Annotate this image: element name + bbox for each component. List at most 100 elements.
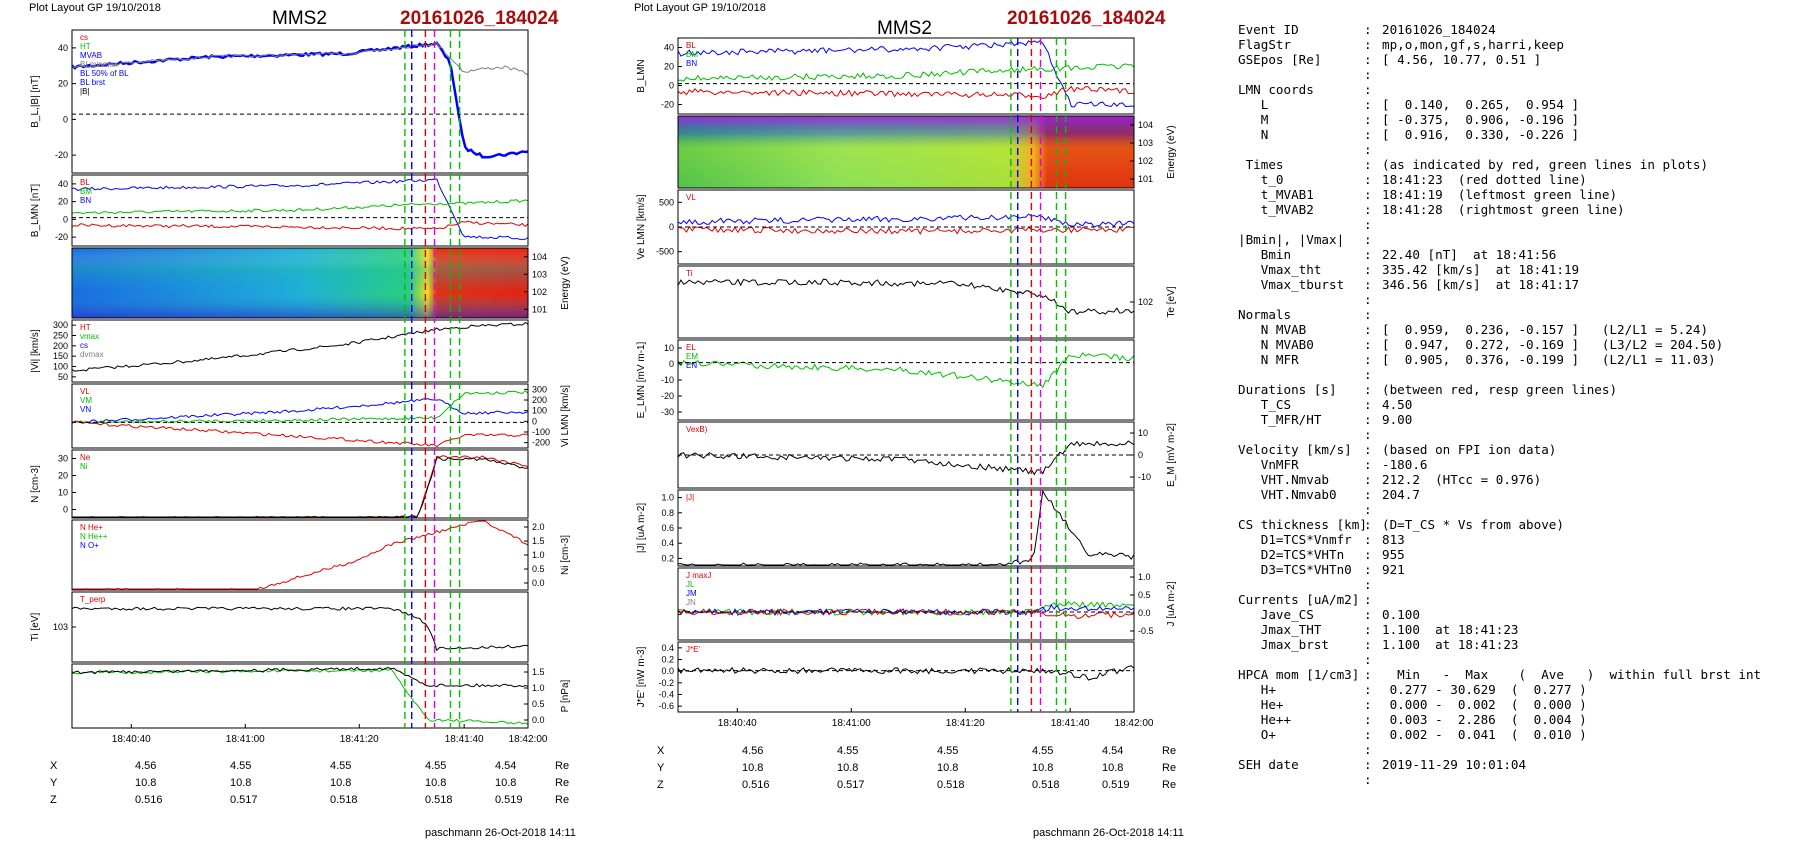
- y-tick-label: 250: [53, 331, 68, 341]
- orbit-label: Y: [50, 777, 58, 789]
- metadata-separator: :: [1364, 97, 1372, 112]
- metadata-value: 0.000 - 0.002 ( 0.000 ): [1382, 697, 1587, 712]
- y-tick-label: 20: [58, 79, 68, 89]
- metadata-row: Velocity [km/s]: (based on FPI ion data): [1230, 442, 1761, 457]
- metadata-key: t_MVAB2: [1238, 202, 1314, 217]
- orbit-value: 10.8: [425, 777, 447, 789]
- metadata-row: D2=TCS*VHTn:955: [1230, 547, 1761, 562]
- metadata-value: Min - Max ( Ave ) within full brst int: [1382, 667, 1762, 682]
- metadata-separator: :: [1364, 727, 1372, 742]
- metadata-separator: :: [1364, 352, 1372, 367]
- series-en: [677, 351, 1135, 389]
- metadata-key: [1230, 502, 1364, 517]
- metadata-separator: :: [1364, 607, 1372, 622]
- legend-entry: cs: [80, 33, 88, 42]
- metadata-value: [ 0.959, 0.236, -0.157 ] (L2/L1 = 5.24): [1382, 322, 1709, 337]
- metadata-row: GSEpos [Re]: [ 4.56, 10.77, 0.51 ]: [1230, 52, 1761, 67]
- y-tick-label: 0.2: [661, 655, 674, 665]
- metadata-row: O+: 0.002 - 0.041 ( 0.010 ): [1230, 727, 1761, 742]
- y-tick-label: -20: [55, 150, 68, 160]
- time-tick-label: 18:40:40: [112, 734, 151, 745]
- metadata-key: Jmax_THT: [1238, 622, 1322, 637]
- time-tick-label: 18:41:20: [946, 718, 985, 729]
- orbit-value: 10.8: [1102, 762, 1124, 774]
- y-tick-label: 102: [1138, 156, 1153, 166]
- series-j-e-: [677, 665, 1135, 681]
- metadata-row: CS thickness [km]: (D=T_CS * Vs from abov…: [1230, 517, 1761, 532]
- panel-frame: [677, 115, 1135, 189]
- y-tick-label: 0.0: [661, 666, 674, 676]
- y-tick-label: 103: [53, 622, 68, 632]
- metadata-value: 955: [1382, 547, 1405, 562]
- panel-frame: [71, 174, 529, 247]
- metadata-key: N MVAB: [1238, 322, 1307, 337]
- legend-entry: |B|: [80, 87, 90, 96]
- metadata-row: N MVAB0: [ 0.947, 0.272, -0.169 ] (L3/L2 …: [1230, 337, 1761, 352]
- y-tick-label: 0.0: [532, 715, 545, 725]
- panel-frame: [677, 37, 1135, 115]
- y-tick-label: 102: [1138, 297, 1153, 307]
- metadata-value: [ -0.375, 0.906, -0.196 ]: [1382, 112, 1580, 127]
- metadata-key: D3=TCS*VHTn0: [1238, 562, 1352, 577]
- orbit-label: Z: [50, 794, 57, 806]
- y-tick-label: 10: [1138, 428, 1148, 438]
- metadata-separator: :: [1364, 277, 1372, 292]
- metadata-row: :: [1230, 577, 1761, 592]
- time-tick-label: 18:40:40: [718, 718, 757, 729]
- metadata-key: [1230, 772, 1364, 787]
- metadata-separator: :: [1364, 367, 1372, 382]
- legend-entry: VM: [80, 396, 92, 405]
- legend-entry: BLminmax: [80, 60, 118, 69]
- metadata-separator: :: [1364, 52, 1372, 67]
- y-axis-label: Vi LMN [km/s]: [560, 385, 571, 447]
- y-axis-label: J [uA m-2]: [1166, 581, 1177, 626]
- y-tick-label: -0.4: [658, 690, 674, 700]
- series-t: [677, 278, 1135, 316]
- y-tick-label: 0.2: [661, 553, 674, 563]
- orbit-value: 10.8: [837, 762, 859, 774]
- legend-entry: VexB): [686, 425, 708, 434]
- orbit-value: 10.8: [937, 762, 959, 774]
- orbit-value: 4.54: [495, 760, 517, 772]
- orbit-value: 0.519: [495, 794, 523, 806]
- y-axis-label: P [nPa]: [560, 679, 571, 712]
- y-tick-label: 0: [63, 505, 68, 515]
- y-tick-label: 2.0: [532, 522, 545, 532]
- metadata-row: :: [1230, 292, 1761, 307]
- metadata-separator: :: [1364, 337, 1372, 352]
- metadata-value: [ 0.947, 0.272, -0.169 ] (L3/L2 = 204.50…: [1382, 337, 1724, 352]
- panel-p: 1.5 1.0 0.5 0.0 P [nPa]: [71, 663, 571, 729]
- legend-entry: VL: [686, 193, 696, 202]
- series-vn: [677, 225, 1135, 235]
- y-tick-label: -500: [656, 247, 674, 257]
- metadata-separator: :: [1364, 82, 1372, 97]
- y-tick-label: 50: [58, 372, 68, 382]
- y-tick-label: 0.0: [1138, 608, 1151, 618]
- metadata-row: VHT.Nmvab:212.2 (HTcc = 0.976): [1230, 472, 1761, 487]
- y-tick-label: 0: [669, 81, 674, 91]
- y-axis-label: |Vi| [km/s]: [30, 329, 41, 373]
- metadata-row: Jmax_THT:1.100 at 18:41:23: [1230, 622, 1761, 637]
- metadata-value: 2019-11-29 10:01:04: [1382, 757, 1527, 772]
- panel-ni-hpca: 2.0 1.5 1.0 0.5 0.0 Ni [cm-3] N He+N He++N O+: [71, 519, 571, 591]
- y-tick-label: 0: [63, 114, 68, 124]
- metadata-row: :: [1230, 427, 1761, 442]
- metadata-separator: :: [1364, 592, 1372, 607]
- metadata-row: :: [1230, 142, 1761, 157]
- metadata-value: [ 4.56, 10.77, 0.51 ]: [1382, 52, 1542, 67]
- metadata-key: Velocity [km/s]: [1238, 442, 1352, 457]
- legend-entry: BL: [80, 178, 90, 187]
- metadata-separator: :: [1364, 382, 1372, 397]
- y-tick-label: 0: [532, 416, 537, 426]
- metadata-separator: :: [1364, 547, 1372, 562]
- metadata-key: [1230, 142, 1364, 157]
- panel-frame: [71, 663, 529, 729]
- metadata-key: M: [1238, 112, 1269, 127]
- orbit-label: Z: [657, 779, 664, 791]
- metadata-key: Bmin: [1238, 247, 1292, 262]
- metadata-key: [1230, 367, 1364, 382]
- metadata-key: Vmax_tburst: [1238, 277, 1345, 292]
- panel-ti: 103 Ti [eV] T_perp: [30, 591, 529, 663]
